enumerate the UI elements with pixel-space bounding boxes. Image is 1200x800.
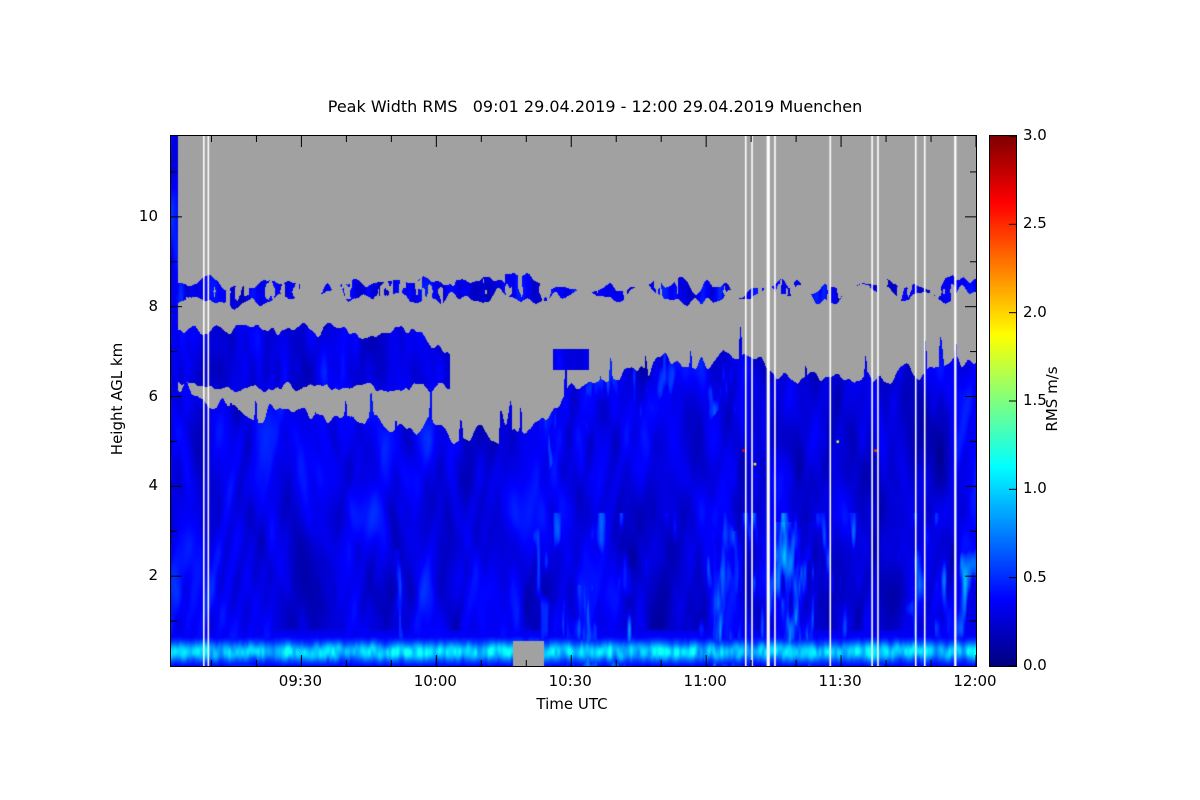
chart-title: Peak Width RMS 09:01 29.04.2019 - 12:00 … <box>327 97 863 116</box>
x-tick-label: 10:00 <box>413 672 457 690</box>
colorbar-tick-label: 2.0 <box>1023 302 1047 321</box>
colorbar-tick-label: 2.5 <box>1023 214 1047 233</box>
y-tick-label: 10 <box>138 206 158 225</box>
y-tick-label: 6 <box>148 386 158 405</box>
colorbar-tick-label: 1.0 <box>1023 479 1047 498</box>
colorbar-canvas <box>990 136 1016 666</box>
colorbar-tick-label: 3.0 <box>1023 126 1047 144</box>
plot-area <box>170 135 977 667</box>
heatmap-canvas <box>171 136 976 666</box>
x-tick-label: 10:30 <box>548 672 592 690</box>
colorbar-tick-label: 0.0 <box>1023 656 1047 674</box>
colorbar-tick-label: 0.5 <box>1023 567 1047 586</box>
colorbar-tick-label: 1.5 <box>1023 391 1047 409</box>
y-tick-label: 2 <box>148 566 158 585</box>
x-tick-label: 11:00 <box>683 672 727 690</box>
x-tick-label: 09:30 <box>278 672 323 690</box>
x-axis-label: Time UTC <box>536 695 608 713</box>
x-tick-label: 11:30 <box>818 672 862 690</box>
y-tick-label: 4 <box>148 476 158 495</box>
colorbar <box>989 135 1017 667</box>
y-tick-label: 8 <box>148 296 158 315</box>
x-tick-label: 12:00 <box>953 672 997 690</box>
